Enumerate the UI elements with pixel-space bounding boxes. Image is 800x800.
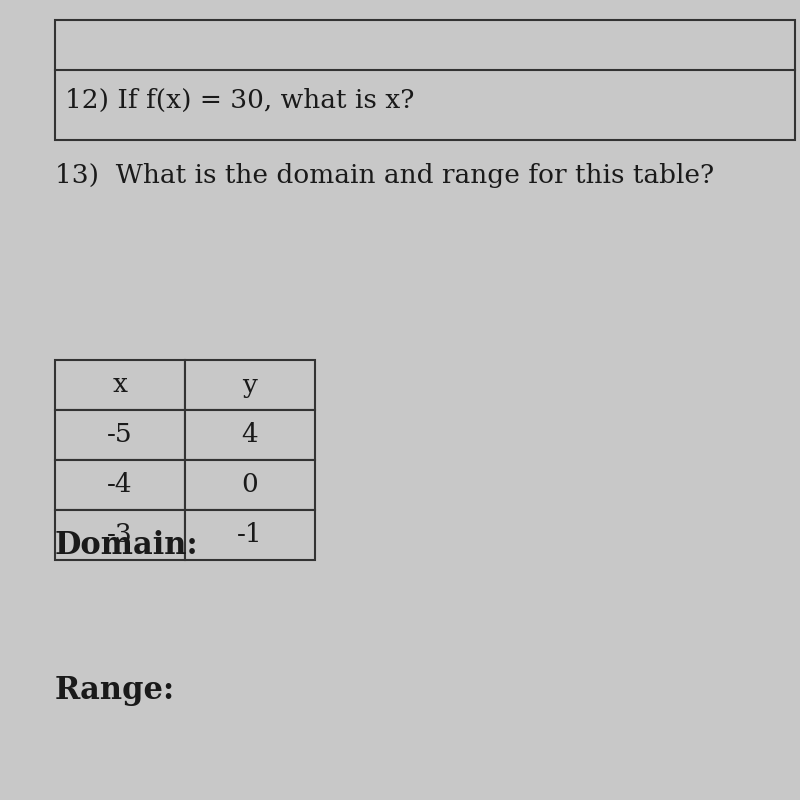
- Text: -4: -4: [107, 473, 133, 498]
- Text: 12) If f(x) = 30, what is x?: 12) If f(x) = 30, what is x?: [65, 87, 414, 113]
- Text: 0: 0: [242, 473, 258, 498]
- Bar: [55, 360, 185, 410]
- Bar: [185, 460, 315, 510]
- Bar: [55, 410, 185, 460]
- Text: -3: -3: [107, 522, 133, 547]
- Text: 4: 4: [242, 422, 258, 447]
- Bar: [55, 20, 795, 140]
- Bar: [55, 460, 185, 510]
- Text: Domain:: Domain:: [55, 530, 198, 561]
- Text: -5: -5: [107, 422, 133, 447]
- Text: Range:: Range:: [55, 674, 175, 706]
- Bar: [185, 510, 315, 560]
- Bar: [55, 510, 185, 560]
- Text: -1: -1: [237, 522, 263, 547]
- Text: 13)  What is the domain and range for this table?: 13) What is the domain and range for thi…: [55, 162, 714, 187]
- Bar: [185, 410, 315, 460]
- Text: y: y: [242, 373, 258, 398]
- Bar: [185, 360, 315, 410]
- Text: x: x: [113, 373, 127, 398]
